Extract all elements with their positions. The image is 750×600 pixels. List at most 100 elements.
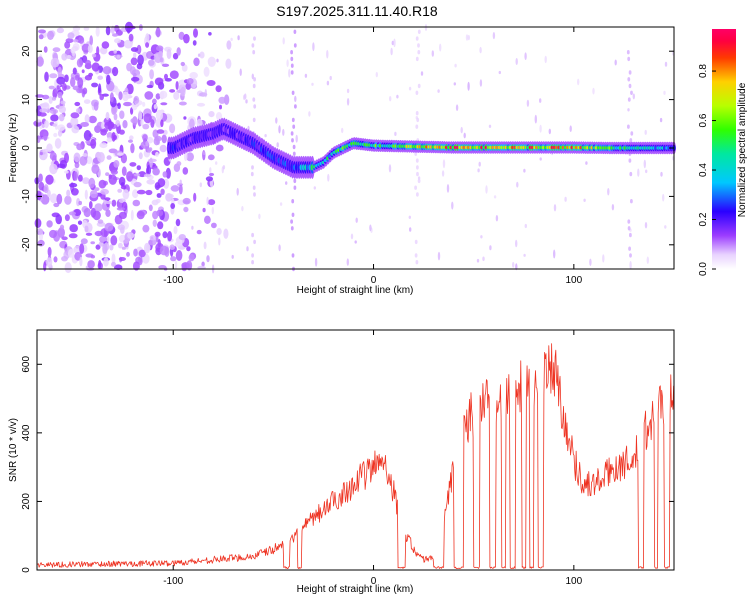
noise-speckle-blob [479, 46, 482, 54]
noise-speckle-blob [467, 34, 470, 41]
noise-speckle-blob [346, 88, 350, 94]
noise-speckle-blob [465, 34, 469, 41]
noise-speckle-blob [215, 112, 223, 121]
noise-speckle-blob [285, 181, 288, 185]
colorbar-ticks: 0.0 0.2 0.4 0.6 0.8 [698, 64, 716, 276]
noise-speckle-blob [354, 240, 357, 244]
noise-speckle-blob [80, 122, 89, 127]
noise-streak-blob [629, 253, 632, 258]
noise-speckle-blob [136, 210, 145, 220]
noise-speckle-blob [98, 179, 107, 189]
noise-speckle-blob [174, 260, 178, 269]
noise-speckle-blob [493, 195, 497, 199]
noise-speckle-blob [205, 176, 213, 182]
noise-speckle-blob [130, 143, 135, 154]
noise-streak-blob [291, 199, 295, 204]
noise-speckle-blob [660, 171, 663, 177]
noise-speckle-blob [539, 124, 542, 133]
x-tick-label: 100 [565, 576, 582, 587]
noise-speckle-blob [152, 219, 157, 227]
noise-speckle-blob [90, 255, 96, 259]
noise-speckle-blob [78, 200, 82, 206]
noise-speckle-blob [460, 126, 463, 134]
noise-speckle-blob [106, 155, 112, 160]
noise-speckle-blob [79, 243, 85, 255]
noise-speckle-blob [36, 135, 41, 144]
noise-speckle-blob [97, 152, 105, 163]
noise-speckle-blob [219, 104, 222, 110]
noise-streak-blob [415, 260, 419, 265]
noise-speckle-blob [226, 40, 232, 50]
noise-speckle-blob [441, 170, 445, 177]
noise-speckle-blob [96, 46, 100, 56]
noise-speckle-blob [49, 152, 57, 161]
noise-speckle-blob [91, 82, 99, 88]
noise-speckle-blob [145, 33, 150, 43]
noise-speckle-blob [632, 93, 635, 100]
noise-speckle-blob [643, 159, 646, 169]
noise-speckle-blob [105, 209, 111, 217]
noise-speckle-blob [105, 172, 110, 177]
noise-speckle-blob [156, 45, 164, 52]
noise-speckle-blob [173, 91, 180, 101]
noise-speckle-blob [88, 177, 96, 189]
noise-speckle-blob [144, 91, 154, 100]
noise-speckle-blob [196, 102, 206, 107]
noise-speckle-blob [56, 193, 63, 205]
noise-speckle-blob [218, 237, 221, 246]
noise-speckle-blob [455, 104, 459, 111]
noise-speckle-blob [57, 91, 63, 99]
noise-speckle-blob [161, 63, 170, 67]
noise-speckle-blob [94, 203, 103, 212]
noise-speckle-blob [98, 83, 102, 94]
noise-speckle-blob [585, 161, 588, 165]
noise-speckle-blob [160, 102, 168, 106]
noise-speckle-blob [480, 235, 483, 239]
noise-speckle-blob [245, 99, 248, 104]
noise-speckle-blob [110, 25, 115, 35]
noise-speckle-blob [89, 190, 98, 199]
noise-streak-blob [630, 199, 633, 204]
noise-speckle-blob [102, 66, 112, 75]
noise-speckle-blob [118, 218, 123, 223]
colorbar-tick-label: 0.6 [698, 113, 709, 127]
noise-speckle-blob [133, 181, 142, 188]
snr-y-ticks: 0 200 400 600 [21, 356, 674, 573]
noise-speckle-blob [408, 86, 412, 91]
noise-speckle-blob [72, 25, 81, 32]
noise-speckle-blob [203, 66, 210, 77]
colorbar-tick-label: 0.2 [698, 212, 709, 226]
noise-speckle-blob [158, 265, 167, 270]
noise-speckle-blob [446, 184, 450, 193]
y-tick-label: -10 [21, 189, 32, 204]
noise-speckle-blob [126, 25, 131, 34]
noise-speckle-blob [43, 184, 49, 194]
noise-speckle-blob [118, 211, 127, 220]
noise-speckle-blob [314, 257, 318, 267]
noise-speckle-blob [207, 199, 216, 206]
noise-speckle-blob [93, 101, 99, 111]
noise-speckle-blob [110, 235, 118, 246]
noise-speckle-blob [76, 58, 83, 68]
noise-speckle-blob [279, 202, 283, 206]
noise-streak-blob [414, 185, 417, 190]
noise-speckle-blob [53, 132, 58, 138]
noise-streak-blob [291, 212, 295, 217]
noise-streak-blob [290, 63, 294, 68]
noise-speckle-blob [215, 161, 218, 165]
noise-streak-blob [627, 124, 630, 129]
noise-speckle-blob [176, 47, 181, 56]
noise-streak-blob [627, 56, 631, 62]
noise-speckle-blob [120, 226, 125, 234]
noise-streak-blob [293, 185, 297, 190]
noise-speckle-blob [78, 174, 83, 182]
noise-speckle-blob [123, 39, 133, 49]
noise-speckle-blob [111, 199, 117, 207]
noise-speckle-blob [42, 131, 48, 141]
noise-speckle-blob [36, 190, 42, 201]
noise-speckle-blob [69, 182, 78, 188]
noise-speckle-blob [73, 152, 81, 163]
noise-streak-blob [417, 50, 421, 55]
noise-speckle-blob [453, 82, 456, 86]
noise-speckle-blob [282, 128, 285, 136]
